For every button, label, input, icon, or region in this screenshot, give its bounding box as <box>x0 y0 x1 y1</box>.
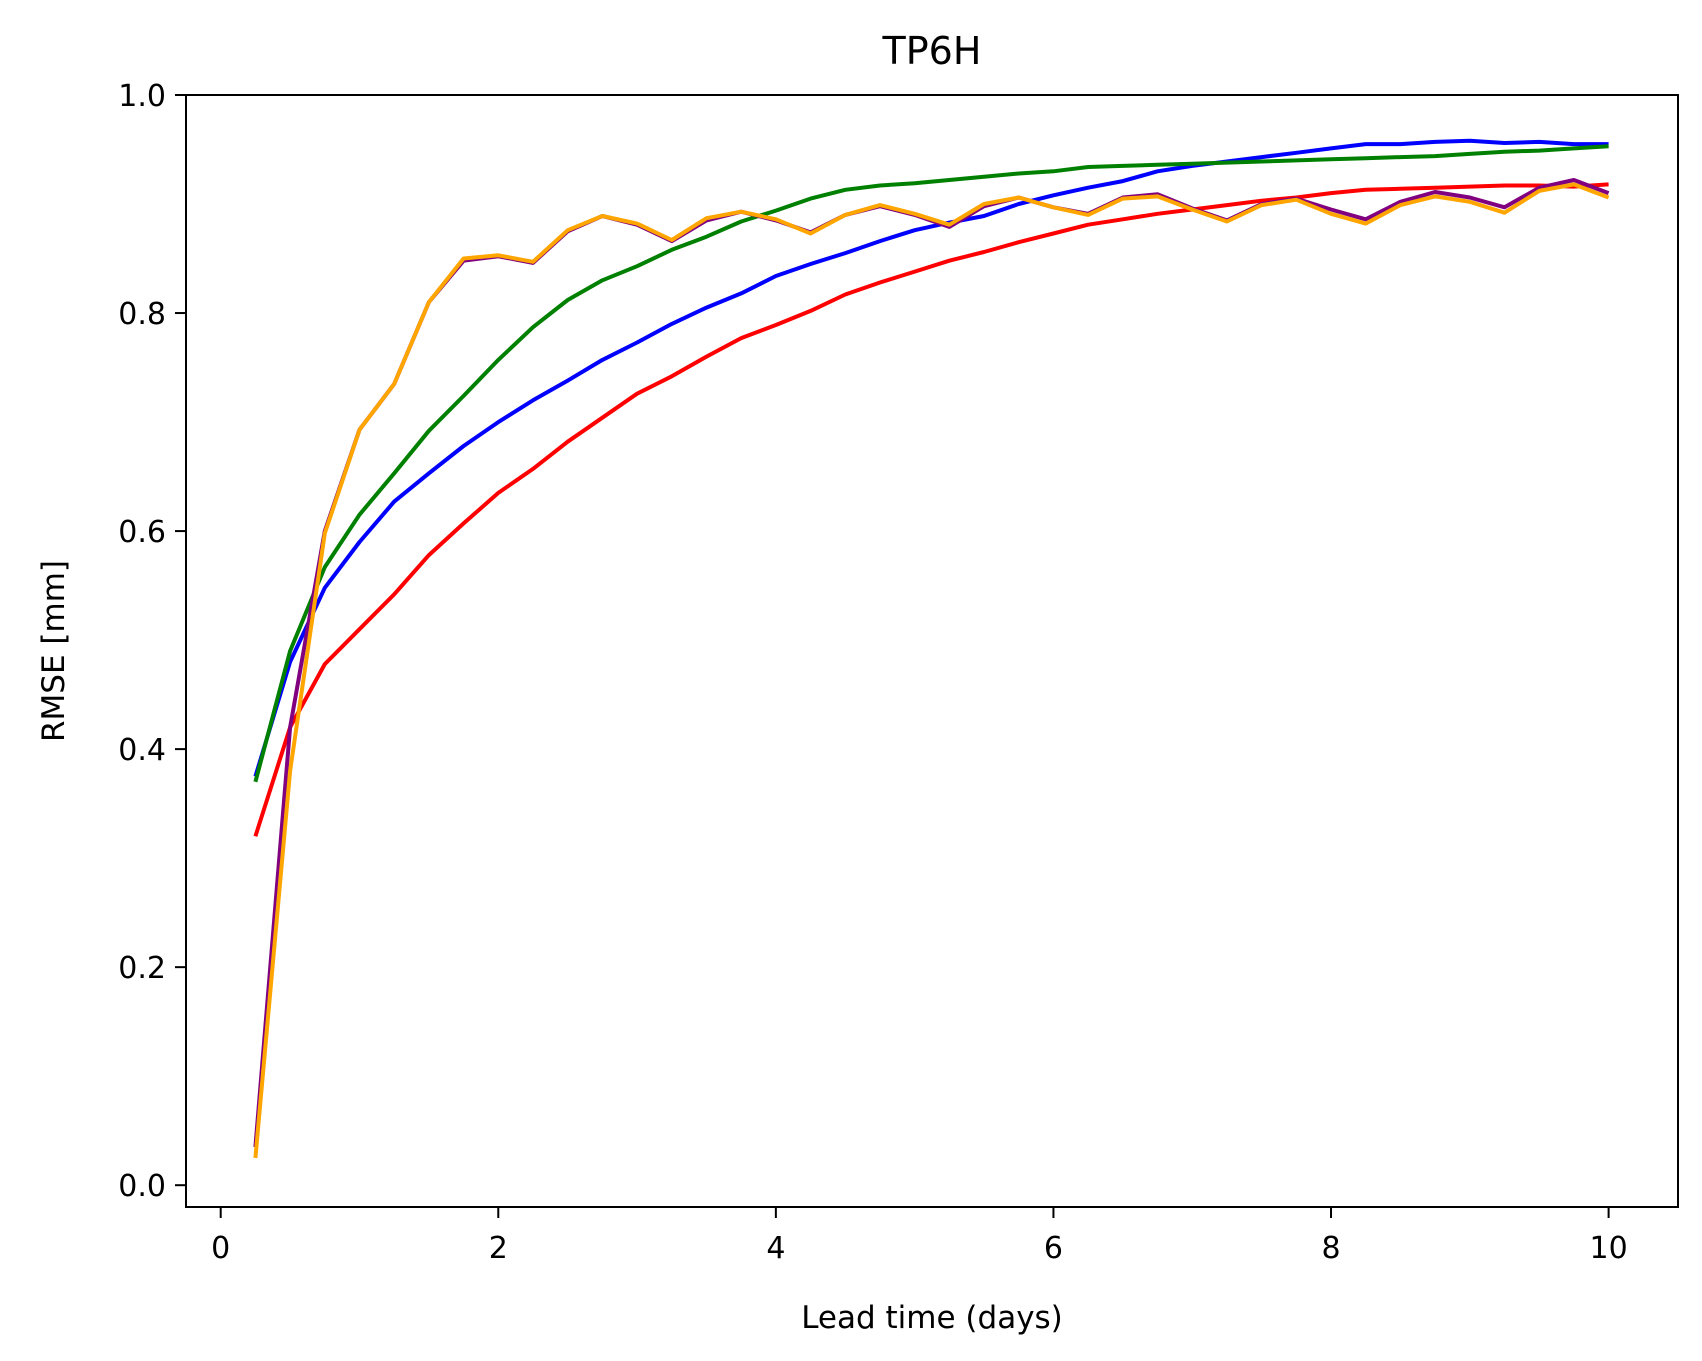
plot-frame <box>185 94 1679 1208</box>
y-axis-ticks: 0.0 0.2 0.4 0.6 0.8 1.0 <box>118 79 186 1204</box>
x-axis-ticks: 0 2 4 6 8 10 <box>211 1207 1628 1266</box>
y-tick-label: 0.4 <box>118 733 166 768</box>
y-tick-label: 0.0 <box>118 1169 166 1204</box>
x-tick-label: 10 <box>1590 1231 1628 1266</box>
y-tick-label: 0.8 <box>118 297 166 332</box>
series-line-5 <box>253 182 1610 1159</box>
x-tick-label: 4 <box>766 1231 785 1266</box>
y-tick-label: 1.0 <box>118 79 166 114</box>
chart-title: TP6H <box>882 29 982 73</box>
y-tick-label: 0.2 <box>118 951 166 986</box>
series-line-4 <box>253 178 1610 1148</box>
y-axis-title: RMSE [mm] <box>36 560 72 742</box>
x-tick-label: 2 <box>489 1231 508 1266</box>
series-line-2 <box>253 144 1609 783</box>
x-tick-label: 6 <box>1044 1231 1063 1266</box>
series-line-1 <box>253 138 1609 777</box>
series-layer <box>253 138 1610 1159</box>
x-tick-label: 8 <box>1321 1231 1340 1266</box>
y-tick-label: 0.6 <box>118 515 166 550</box>
x-axis-title: Lead time (days) <box>801 1300 1063 1336</box>
x-tick-label: 0 <box>211 1231 230 1266</box>
series-line-3 <box>253 182 1609 837</box>
